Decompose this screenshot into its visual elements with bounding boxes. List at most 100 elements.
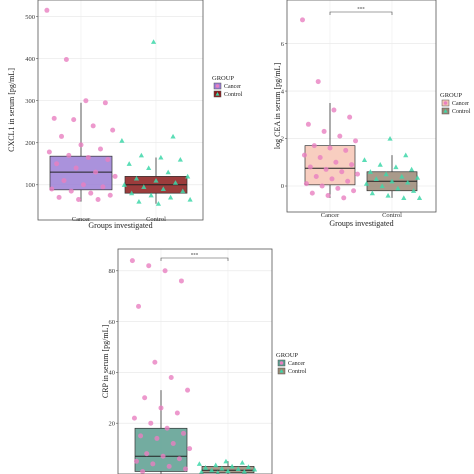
data-point-cancer bbox=[335, 185, 341, 191]
plot-frame bbox=[286, 0, 437, 213]
data-point-cancer bbox=[78, 142, 84, 148]
y-tick-label: 2 bbox=[281, 136, 284, 143]
data-point-cancer bbox=[59, 133, 65, 139]
data-point-control bbox=[146, 165, 152, 171]
significance-bracket bbox=[160, 257, 229, 261]
data-point-cancer bbox=[49, 186, 55, 192]
legend-marker-control bbox=[215, 92, 220, 96]
data-point-cancer bbox=[162, 268, 168, 274]
data-point-control bbox=[225, 468, 231, 474]
y-axis-title: log CEA in serum [pg/mL] bbox=[273, 63, 282, 150]
data-point-cancer bbox=[315, 79, 321, 85]
legend-marker-control bbox=[279, 369, 284, 373]
data-point-cancer bbox=[355, 171, 360, 177]
data-point-control bbox=[411, 188, 417, 193]
data-point-control bbox=[383, 171, 389, 177]
significance-label: *** bbox=[191, 254, 199, 259]
legend-title: GROUP bbox=[440, 92, 462, 99]
x-tick-label: Cancer bbox=[321, 212, 340, 219]
box-cancer bbox=[134, 427, 188, 472]
data-point-control bbox=[150, 39, 157, 44]
data-point-cancer bbox=[170, 441, 176, 447]
data-point-control bbox=[401, 195, 407, 200]
data-point-cancer bbox=[90, 123, 96, 129]
data-point-control bbox=[209, 467, 215, 473]
data-point-control bbox=[379, 183, 385, 189]
data-point-cancer bbox=[166, 463, 172, 469]
data-point-control bbox=[121, 182, 127, 187]
data-point-cancer bbox=[93, 169, 99, 175]
data-point-cancer bbox=[178, 278, 184, 284]
data-point-cancer bbox=[333, 159, 339, 165]
y-tick-label: 4 bbox=[281, 88, 285, 95]
data-point-control bbox=[198, 469, 205, 474]
y-tick-label: 20 bbox=[109, 420, 116, 427]
y-axis-title: CXCL1 in serum [pg/mL] bbox=[7, 68, 16, 152]
data-point-cancer bbox=[144, 451, 150, 457]
data-point-control bbox=[219, 465, 225, 471]
legend-title: GROUP bbox=[212, 75, 234, 82]
data-point-cancer bbox=[142, 395, 148, 401]
data-point-cancer bbox=[185, 387, 191, 393]
data-point-control bbox=[138, 152, 144, 158]
data-point-cancer bbox=[183, 466, 189, 472]
data-point-control bbox=[385, 192, 391, 198]
data-point-control bbox=[172, 180, 179, 185]
data-point-cancer bbox=[353, 138, 359, 144]
data-point-cancer bbox=[95, 196, 101, 202]
legend-label-cancer: Cancer bbox=[288, 361, 305, 367]
data-point-cancer bbox=[107, 192, 113, 198]
data-point-cancer bbox=[317, 155, 323, 161]
data-point-cancer bbox=[180, 430, 186, 436]
data-point-cancer bbox=[152, 359, 158, 365]
data-point-cancer bbox=[339, 169, 345, 175]
data-point-cancer bbox=[176, 456, 182, 462]
data-point-cancer bbox=[140, 468, 146, 474]
data-point-cancer bbox=[129, 258, 135, 264]
data-point-control bbox=[160, 186, 166, 192]
data-point-cancer bbox=[61, 178, 67, 184]
data-point-cancer bbox=[102, 100, 108, 106]
data-point-cancer bbox=[110, 127, 116, 133]
data-point-cancer bbox=[71, 117, 77, 123]
data-point-control bbox=[153, 177, 159, 183]
y-tick-label: 6 bbox=[281, 41, 285, 48]
data-point-cancer bbox=[136, 303, 142, 309]
data-point-control bbox=[177, 156, 183, 162]
data-point-control bbox=[389, 178, 395, 184]
data-point-cancer bbox=[85, 154, 91, 160]
data-point-cancer bbox=[154, 435, 160, 441]
data-point-control bbox=[180, 188, 186, 194]
data-point-cancer bbox=[138, 433, 144, 439]
data-point-control bbox=[133, 175, 140, 181]
data-point-control bbox=[235, 466, 241, 471]
legend-label-control: Control bbox=[452, 109, 471, 115]
data-point-cancer bbox=[112, 173, 118, 179]
legend-marker-cancer bbox=[443, 101, 448, 105]
legend-marker-cancer bbox=[279, 361, 284, 365]
data-point-cancer bbox=[133, 458, 139, 464]
data-point-cancer bbox=[347, 114, 353, 120]
y-tick-label: 0 bbox=[281, 183, 284, 190]
data-point-cancer bbox=[303, 181, 309, 187]
data-point-control bbox=[129, 190, 135, 196]
data-point-control bbox=[393, 164, 399, 170]
x-tick-label: Cancer bbox=[72, 216, 91, 223]
data-point-control bbox=[170, 133, 176, 139]
data-point-cancer bbox=[100, 184, 106, 190]
data-point-control bbox=[405, 179, 411, 185]
data-point-cancer bbox=[343, 147, 349, 153]
data-point-control bbox=[409, 166, 415, 172]
data-point-control bbox=[223, 458, 229, 464]
data-point-cancer bbox=[329, 176, 335, 182]
data-point-control bbox=[136, 198, 142, 204]
data-point-cancer bbox=[323, 166, 329, 172]
legend-label-control: Control bbox=[288, 369, 307, 375]
data-point-control bbox=[251, 466, 258, 472]
data-point-control bbox=[155, 201, 162, 206]
data-point-control bbox=[229, 463, 235, 469]
data-point-cancer bbox=[63, 56, 69, 62]
legend-label-cancer: Cancer bbox=[224, 84, 241, 90]
data-point-cancer bbox=[187, 446, 193, 452]
data-point-cancer bbox=[88, 190, 94, 196]
